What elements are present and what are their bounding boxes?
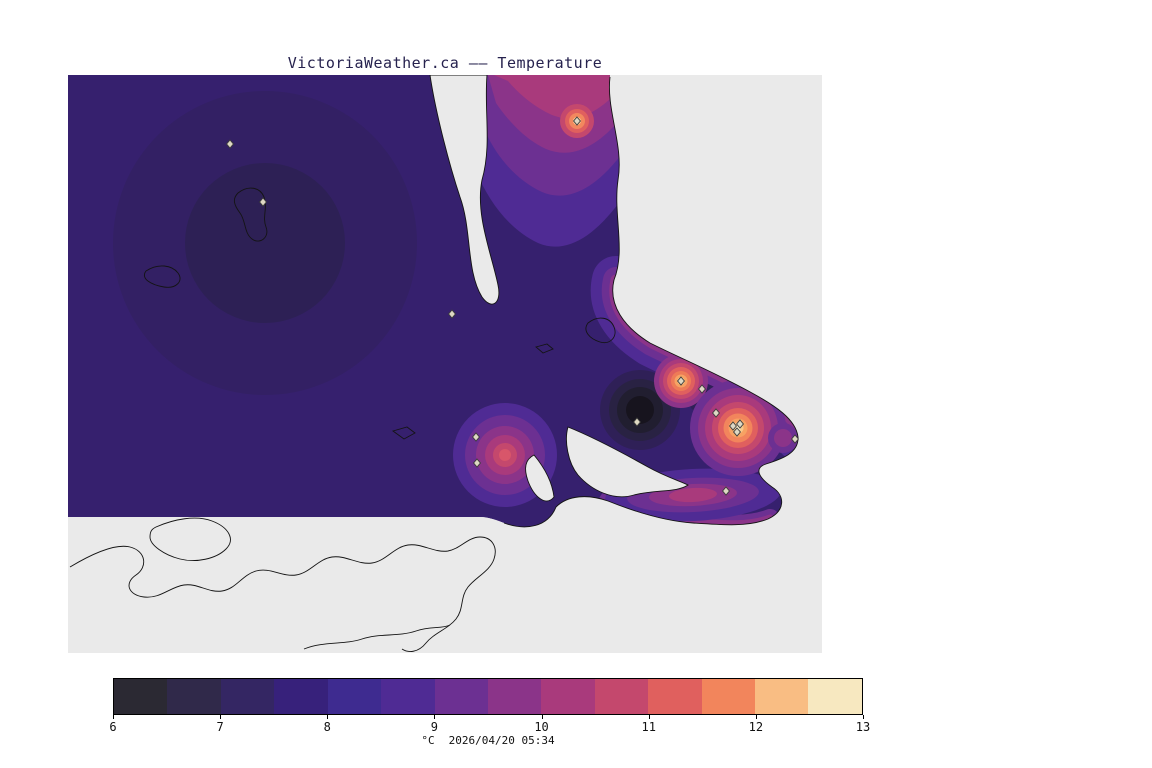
colorbar-segment xyxy=(381,679,435,714)
islet-2 xyxy=(535,343,554,354)
station-marker xyxy=(736,419,744,429)
lake-outline-1 xyxy=(233,187,268,242)
colorbar-tick-mark xyxy=(327,715,329,719)
colorbar-segment xyxy=(274,679,328,714)
contour-ring xyxy=(185,163,345,323)
hot-spot-a xyxy=(654,354,708,408)
colorbar-segment xyxy=(541,679,595,714)
station-marker xyxy=(448,309,456,319)
south-shoreline xyxy=(303,624,451,650)
colorbar-tick-mark xyxy=(541,715,543,719)
warm-spot-east-tip xyxy=(768,423,798,453)
station-marker xyxy=(633,417,641,427)
island-east xyxy=(585,317,616,344)
colorbar-tick-label: 9 xyxy=(430,720,439,734)
colorbar-segment xyxy=(648,679,702,714)
north-arm-gradient xyxy=(476,75,626,247)
station-marker xyxy=(259,197,267,207)
colorbar-segment xyxy=(755,679,809,714)
station-marker xyxy=(712,408,720,418)
coastal-island xyxy=(149,517,231,561)
contour-ring xyxy=(669,487,717,503)
colorbar-tick-mark xyxy=(863,715,864,719)
station-marker xyxy=(733,427,741,437)
contour-ring xyxy=(626,396,654,424)
colorbar-segment xyxy=(701,679,756,714)
colorbar-tick-label: 10 xyxy=(534,720,549,734)
cool-disc-layer xyxy=(113,91,417,395)
haro-strait-wedge xyxy=(566,426,689,498)
station-marker xyxy=(729,421,737,431)
station-marker xyxy=(791,434,799,444)
colorbar-tick-label: 12 xyxy=(748,720,764,734)
colorbar-tick-mark xyxy=(755,715,757,719)
map-canvas xyxy=(68,74,822,653)
colorbar-segment xyxy=(167,679,221,714)
coastlines xyxy=(69,187,616,652)
southwest-shoreline xyxy=(69,536,496,652)
timestamp: 2026/04/20 05:34 xyxy=(448,734,555,747)
colorbar-tick-label: 8 xyxy=(323,720,331,734)
colorbar: 6 7 8 9 10 11 12 13 °C 2026/04/20 05:34 xyxy=(109,678,870,747)
colorbar-tick-mark xyxy=(434,715,436,719)
colorbar-segment xyxy=(327,679,382,714)
station-marker xyxy=(698,384,706,394)
no-data-water-wedges xyxy=(429,74,689,502)
colorbar-tick-label: 13 xyxy=(855,720,871,734)
saanich-inlet-wedge xyxy=(429,74,500,305)
colorbar-segment xyxy=(487,679,542,714)
colorbar-tick-label: 6 xyxy=(109,720,117,734)
contour-ring xyxy=(774,429,792,447)
temperature-feature-layer xyxy=(453,104,798,522)
islet-1 xyxy=(391,426,416,440)
station-marker xyxy=(473,458,481,468)
colorbar-ticks: 6 7 8 9 10 11 12 13 xyxy=(109,715,870,734)
colorbar-segment xyxy=(594,679,649,714)
colorbar-tick-mark xyxy=(220,715,222,719)
colorbar-gradient xyxy=(113,678,863,715)
station-marker xyxy=(226,139,234,149)
station-marker xyxy=(677,376,685,386)
colorbar-tick-mark xyxy=(113,715,114,719)
lake-outline-2 xyxy=(144,265,181,288)
colorbar-tick-mark xyxy=(648,715,650,719)
southwest-inlet-wedge xyxy=(525,454,555,502)
east-coastline xyxy=(503,76,799,528)
colorbar-segment xyxy=(220,679,275,714)
colorbar-tick-label: 7 xyxy=(216,720,224,734)
station-marker xyxy=(472,432,480,442)
station-marker-layer xyxy=(226,116,799,496)
colorbar-segment xyxy=(808,679,862,714)
unit-label: °C xyxy=(421,734,435,747)
colorbar-caption: °C 2026/04/20 05:34 xyxy=(113,734,863,747)
station-marker xyxy=(722,486,730,496)
temperature-map xyxy=(68,74,822,653)
colorbar-segment xyxy=(434,679,488,714)
cool-area-northwest xyxy=(113,91,417,395)
colorbar-segment xyxy=(114,679,168,714)
figure-title: VictoriaWeather.ca —— Temperature xyxy=(287,54,603,72)
contour-ring xyxy=(499,449,511,461)
colorbar-tick-label: 11 xyxy=(641,720,656,734)
station-marker xyxy=(573,116,581,126)
